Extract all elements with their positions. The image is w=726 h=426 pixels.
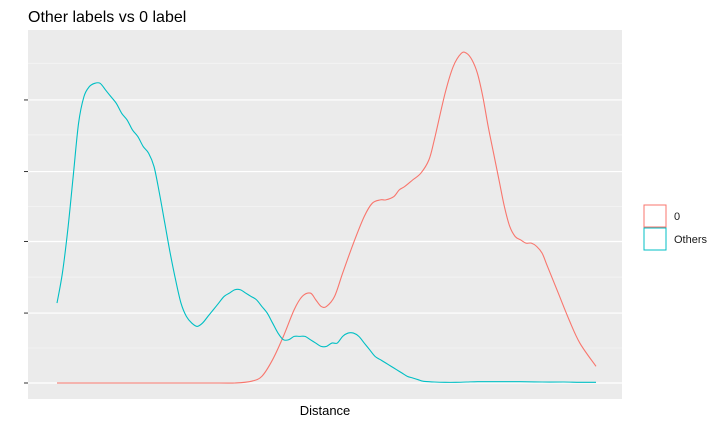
legend-label: 0 [674, 211, 680, 223]
legend-key [643, 227, 667, 251]
chart-title: Other labels vs 0 label [28, 9, 186, 26]
series-line-zero [57, 51, 597, 384]
minor-gridlines [28, 62, 622, 349]
legend-item-zero: 0 [643, 204, 680, 228]
series-line-others [56, 82, 597, 383]
major-gridlines [28, 99, 622, 384]
x-axis-label: Distance [300, 403, 351, 418]
series-lines [56, 51, 597, 384]
legend: 0 Others [643, 204, 708, 251]
legend-item-others: Others [643, 227, 708, 251]
legend-label: Others [674, 234, 708, 246]
plot-panel [28, 30, 622, 399]
y-axis-ticks [24, 99, 28, 384]
legend-key [643, 204, 667, 228]
